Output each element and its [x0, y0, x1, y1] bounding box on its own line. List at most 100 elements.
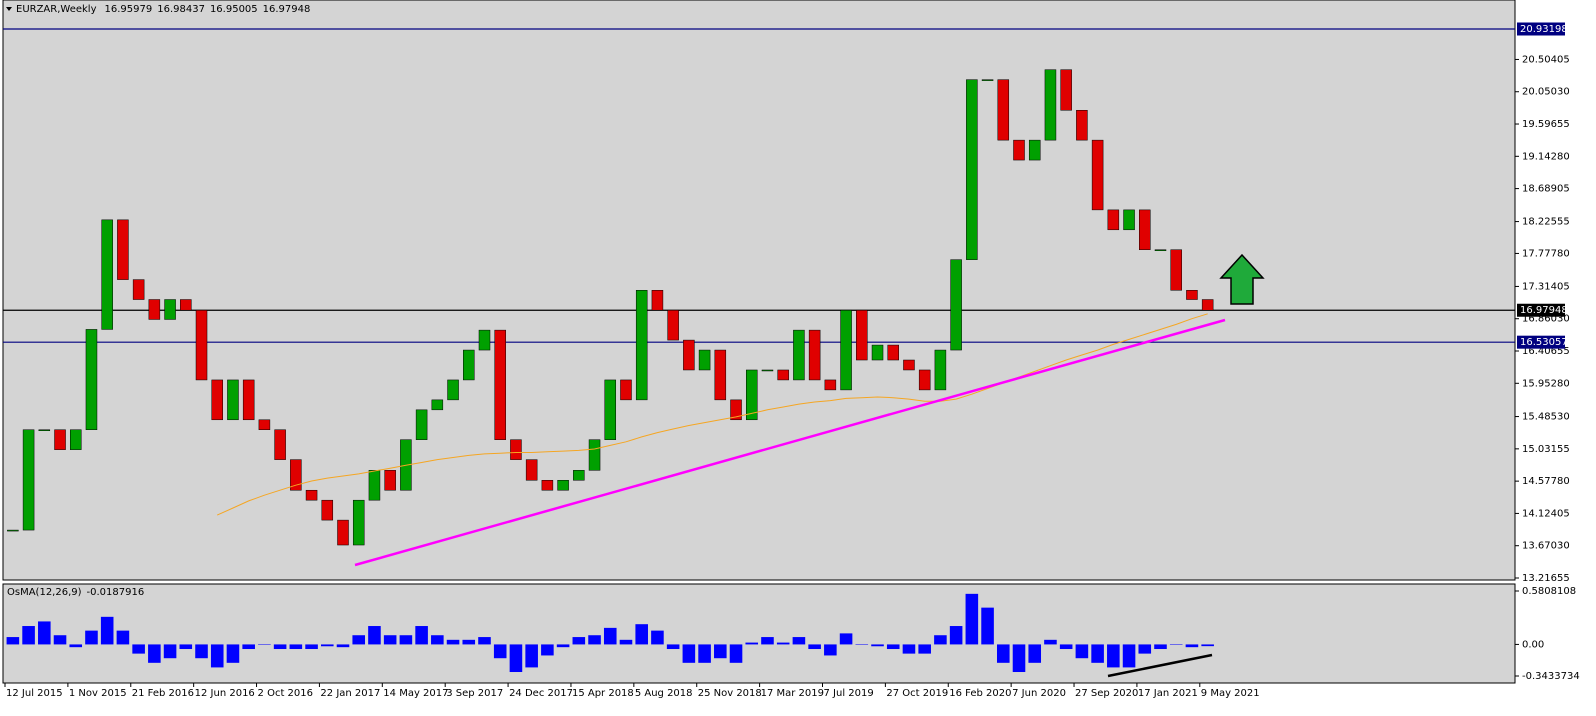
candle [510, 439, 522, 460]
x-tick-label: 17 Mar 2019 [761, 688, 824, 699]
osma-bar [352, 635, 366, 645]
x-tick-label: 7 Jun 2020 [1012, 688, 1066, 699]
osma-bar [1044, 639, 1057, 645]
candle [54, 429, 66, 450]
osma-bar [824, 644, 837, 656]
osma-bar [38, 621, 51, 645]
x-tick-label: 5 Aug 2018 [635, 688, 693, 699]
osma-bar [493, 644, 507, 659]
candle [918, 369, 931, 391]
chart-title: EURZAR,Weekly [16, 4, 97, 15]
osma-bar [541, 644, 554, 656]
candle [22, 429, 35, 531]
trend-line [354, 318, 1226, 567]
osma-bar [179, 644, 193, 650]
divergence-line [1107, 653, 1213, 678]
candle [494, 329, 506, 440]
candle [352, 499, 365, 546]
candle [1013, 139, 1025, 161]
osma-bar [556, 644, 570, 648]
candle [714, 349, 727, 401]
osma-bar [69, 644, 83, 648]
osma-bar [195, 644, 208, 659]
y-tick-label: 15.03155 [1522, 444, 1570, 455]
y-tick-label: 13.67030 [1522, 541, 1570, 552]
osma-bar [509, 644, 523, 673]
osma-bar [320, 644, 334, 647]
osma-bar [902, 644, 916, 654]
candle [447, 379, 459, 401]
osma-bar [85, 630, 98, 645]
up-arrow [1219, 253, 1265, 305]
osma-bar [273, 644, 287, 650]
osma-bar [336, 644, 350, 648]
candle [887, 344, 899, 361]
x-tick-label: 7 Jul 2019 [823, 688, 873, 699]
osma-bar [651, 630, 664, 645]
y-tick-label: 15.95280 [1522, 378, 1570, 389]
candle [1139, 209, 1151, 250]
candle [1091, 139, 1104, 211]
y-tick-label: 13.21655 [1522, 573, 1570, 584]
candle [1186, 290, 1198, 300]
osma-bar [572, 637, 586, 645]
candle [745, 369, 758, 421]
candle [1201, 299, 1214, 311]
osma-bar [855, 644, 869, 645]
candle [1044, 69, 1057, 141]
candle [227, 379, 239, 421]
osma-bar [1091, 644, 1104, 663]
osma-bar [305, 644, 318, 650]
osma-bar [1012, 644, 1026, 673]
candle [541, 480, 554, 491]
osma-bar [981, 607, 994, 645]
osma-bar [383, 635, 397, 645]
osma-bar [132, 644, 145, 654]
y-tick-label: 19.59655 [1522, 119, 1570, 130]
osma-bar [53, 635, 67, 645]
candle [132, 279, 145, 300]
osma-bar [258, 644, 271, 645]
candle [667, 309, 679, 341]
osma-bar [918, 644, 931, 654]
osma-bar [148, 644, 161, 663]
osma-bar [163, 644, 177, 659]
candle [211, 379, 223, 421]
y-tick-label: 18.22555 [1522, 217, 1570, 228]
candle [651, 290, 664, 311]
y-tick-label: -0.3433734 [1522, 671, 1580, 682]
plot-layer [3, 28, 1515, 673]
candle [557, 480, 569, 491]
osma-bar [886, 644, 900, 650]
osma-bar [588, 635, 601, 645]
y-tick-label: 16.40655 [1522, 346, 1570, 357]
candle [321, 499, 334, 521]
y-tick-label: 0.00 [1522, 639, 1544, 650]
osma-bar [1154, 644, 1167, 650]
candle [856, 309, 868, 361]
quote-value: 16.95005 [210, 4, 258, 15]
candle [180, 299, 192, 311]
x-tick-label: 22 Jan 2017 [320, 688, 380, 699]
candle [698, 349, 711, 371]
candle [824, 379, 837, 391]
candle [148, 299, 161, 320]
osma-bar [100, 616, 114, 645]
candle [588, 439, 601, 471]
level-tag: 20.93198 [1520, 24, 1568, 35]
candle [85, 329, 98, 430]
osma-bar [949, 626, 963, 645]
candle [290, 459, 302, 491]
y-tick-label: 16.86030 [1522, 314, 1570, 325]
y-tick-label: 14.57780 [1522, 476, 1570, 487]
menu-triangle [6, 7, 12, 11]
candle [242, 379, 255, 421]
x-tick-label: 12 Jul 2015 [6, 688, 63, 699]
osma-bar [415, 626, 428, 645]
osma-bar [242, 644, 255, 650]
osma-bar [462, 639, 476, 645]
candle [871, 344, 884, 361]
candle [683, 339, 695, 371]
candle [604, 379, 617, 440]
osma-bar [871, 644, 884, 647]
